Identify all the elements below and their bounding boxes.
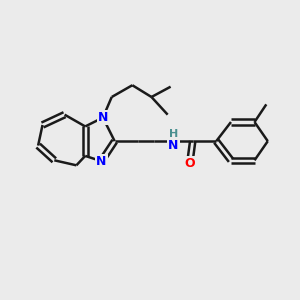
Text: H: H (169, 129, 178, 139)
Text: N: N (168, 139, 179, 152)
Text: O: O (184, 157, 195, 170)
Text: N: N (98, 111, 108, 124)
Text: N: N (96, 155, 106, 168)
